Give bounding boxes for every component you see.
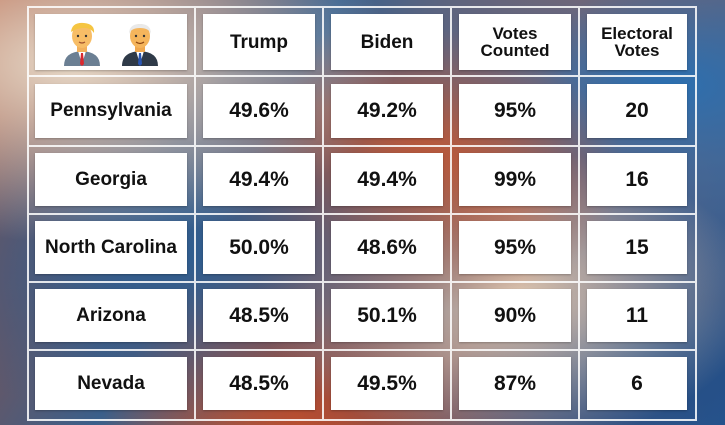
trump-percent: 48.5% bbox=[229, 371, 289, 395]
table-row-state-cell: North Carolina bbox=[35, 221, 187, 274]
state-name: Nevada bbox=[77, 372, 145, 394]
biden-percent: 49.5% bbox=[357, 371, 417, 395]
votes-counted-cell: 99% bbox=[459, 153, 571, 206]
biden-avatar-icon bbox=[122, 24, 158, 66]
table-row-state-cell: Arizona bbox=[35, 289, 187, 342]
table-row-state-cell: Georgia bbox=[35, 153, 187, 206]
header-trump: Trump bbox=[203, 14, 315, 70]
trump-percent: 49.6% bbox=[229, 99, 289, 122]
electoral-votes-cell: 11 bbox=[587, 289, 687, 342]
header-trump-label: Trump bbox=[229, 31, 289, 53]
trump-percent-cell: 50.0% bbox=[203, 221, 315, 274]
biden-percent: 49.4% bbox=[357, 167, 417, 191]
header-votes-counted-line2: Counted bbox=[480, 41, 550, 60]
biden-percent-cell: 49.2% bbox=[331, 84, 443, 138]
header-biden-label: Biden bbox=[360, 31, 414, 53]
state-name: Georgia bbox=[75, 168, 147, 190]
trump-percent: 49.4% bbox=[229, 167, 289, 191]
header-votes-counted-line1: Votes bbox=[492, 24, 538, 43]
header-biden: Biden bbox=[331, 14, 443, 70]
biden-percent: 50.1% bbox=[357, 303, 417, 327]
trump-percent: 50.0% bbox=[229, 235, 289, 259]
electoral-votes-value: 16 bbox=[625, 167, 649, 191]
electoral-votes-value: 6 bbox=[631, 371, 643, 395]
votes-counted-value: 99% bbox=[493, 167, 537, 191]
biden-percent-cell: 50.1% bbox=[331, 289, 443, 342]
state-name: Pennsylvania bbox=[50, 100, 172, 121]
state-name: Arizona bbox=[76, 304, 146, 326]
trump-avatar-icon bbox=[64, 22, 100, 66]
biden-percent-cell: 48.6% bbox=[331, 221, 443, 274]
electoral-votes-value: 15 bbox=[625, 235, 649, 259]
trump-percent-cell: 49.4% bbox=[203, 153, 315, 206]
votes-counted-value: 87% bbox=[493, 371, 537, 395]
trump-percent-cell: 48.5% bbox=[203, 357, 315, 410]
votes-counted-value: 90% bbox=[493, 303, 537, 327]
biden-percent-cell: 49.4% bbox=[331, 153, 443, 206]
state-name: North Carolina bbox=[45, 236, 177, 258]
electoral-votes-value: 20 bbox=[625, 99, 649, 122]
trump-percent: 48.5% bbox=[229, 303, 289, 327]
votes-counted-cell: 95% bbox=[459, 221, 571, 274]
biden-percent-cell: 49.5% bbox=[331, 357, 443, 410]
votes-counted-value: 95% bbox=[493, 235, 537, 259]
header-avatars-cell bbox=[35, 14, 187, 70]
table-row-state-cell: Pennsylvania bbox=[35, 84, 187, 138]
electoral-votes-cell: 6 bbox=[587, 357, 687, 410]
electoral-votes-value: 11 bbox=[625, 303, 649, 327]
votes-counted-value: 95% bbox=[493, 99, 537, 122]
votes-counted-cell: 95% bbox=[459, 84, 571, 138]
votes-counted-cell: 90% bbox=[459, 289, 571, 342]
header-votes-counted: Votes Counted bbox=[459, 14, 571, 70]
biden-percent: 48.6% bbox=[357, 235, 417, 259]
biden-percent: 49.2% bbox=[357, 99, 417, 122]
trump-percent-cell: 48.5% bbox=[203, 289, 315, 342]
table-row-state-cell: Nevada bbox=[35, 357, 187, 410]
header-electoral-votes-line2: Votes bbox=[614, 41, 660, 60]
votes-counted-cell: 87% bbox=[459, 357, 571, 410]
electoral-votes-cell: 20 bbox=[587, 84, 687, 138]
header-electoral-votes-line1: Electoral bbox=[601, 24, 673, 43]
trump-percent-cell: 49.6% bbox=[203, 84, 315, 138]
electoral-votes-cell: 16 bbox=[587, 153, 687, 206]
electoral-votes-cell: 15 bbox=[587, 221, 687, 274]
header-electoral-votes: Electoral Votes bbox=[587, 14, 687, 70]
